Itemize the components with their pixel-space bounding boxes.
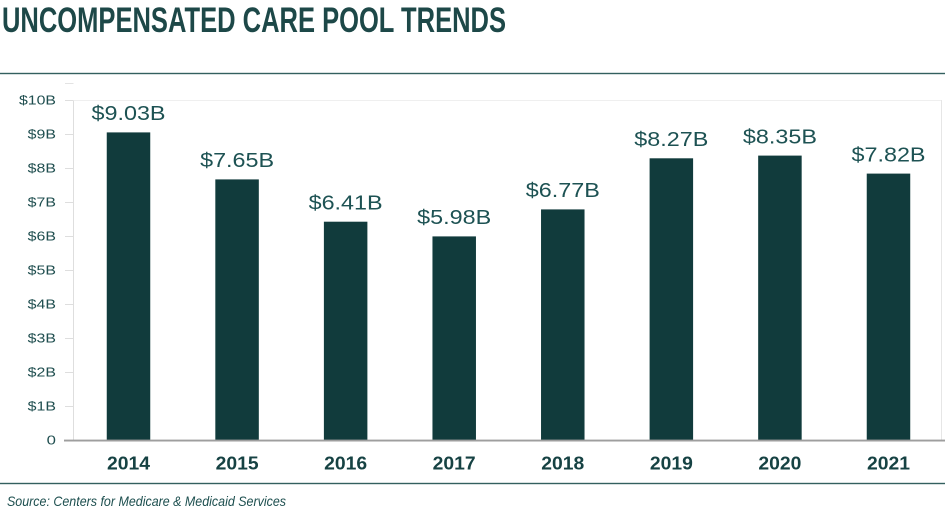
svg-text:2021: 2021 [867,453,910,473]
svg-text:$2B: $2B [28,366,56,380]
svg-text:$10B: $10B [19,94,56,108]
svg-text:$7B: $7B [28,196,56,210]
svg-text:$9.03B: $9.03B [92,103,166,125]
svg-text:2016: 2016 [324,453,367,473]
svg-text:2020: 2020 [758,453,801,473]
svg-text:$1B: $1B [28,400,56,414]
svg-text:$6.41B: $6.41B [309,192,383,214]
svg-text:2014: 2014 [107,453,150,473]
svg-text:$5B: $5B [28,264,56,278]
svg-text:$7.82B: $7.82B [852,144,926,166]
svg-text:$8B: $8B [28,162,56,176]
svg-text:$5.98B: $5.98B [417,207,491,229]
svg-text:2019: 2019 [650,453,693,473]
svg-text:0: 0 [47,434,56,448]
svg-text:2018: 2018 [541,453,584,473]
svg-text:$6.77B: $6.77B [526,180,600,202]
svg-text:$8.35B: $8.35B [743,126,817,148]
svg-text:UNCOMPENSATED CARE POOL TRENDS: UNCOMPENSATED CARE POOL TRENDS [2,1,506,40]
svg-text:$4B: $4B [28,298,56,312]
svg-text:$6B: $6B [28,230,56,244]
svg-text:2015: 2015 [216,453,259,473]
svg-text:$3B: $3B [28,332,56,346]
svg-text:$9B: $9B [28,128,56,142]
svg-text:2017: 2017 [433,453,476,473]
svg-text:$7.65B: $7.65B [200,150,274,172]
svg-text:Source: Centers for Medicare &: Source: Centers for Medicare & Medicaid … [7,493,286,509]
svg-text:$8.27B: $8.27B [634,129,708,151]
